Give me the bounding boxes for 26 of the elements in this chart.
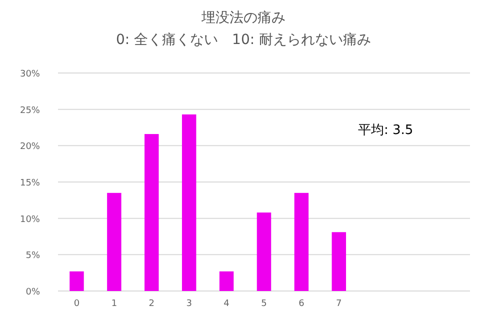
x-tick-label: 1: [111, 299, 118, 309]
bar: [256, 212, 272, 291]
annotation: 平均: 3.5: [358, 123, 414, 138]
y-tick-label: 15%: [20, 178, 40, 188]
bar: [219, 271, 234, 291]
x-tick-label: 0: [74, 299, 80, 309]
bar: [144, 134, 159, 291]
bar: [182, 114, 196, 291]
chart-title: 埋没法の痛み: [200, 10, 286, 26]
x-tick-label: 6: [298, 299, 305, 309]
y-tick-label: 30%: [20, 70, 40, 80]
y-tick-label: 5%: [26, 251, 40, 262]
y-tick-label: 10%: [20, 214, 40, 225]
y-tick-label: 0%: [26, 288, 40, 298]
x-tick-label: 2: [148, 299, 155, 309]
bar: [107, 192, 122, 291]
y-tick-label: 25%: [20, 106, 40, 116]
x-tick-label: 7: [336, 299, 342, 309]
bar: [70, 271, 84, 291]
bar: [332, 232, 346, 291]
x-tick-label: 5: [261, 299, 267, 309]
x-tick-label: 4: [224, 299, 230, 309]
chart-subtitle: 0: 全く痛くない 10: 耐えられない痛み: [116, 32, 372, 48]
y-tick-label: 20%: [20, 142, 40, 152]
x-tick-label: 3: [186, 299, 192, 309]
bar: [294, 192, 309, 291]
